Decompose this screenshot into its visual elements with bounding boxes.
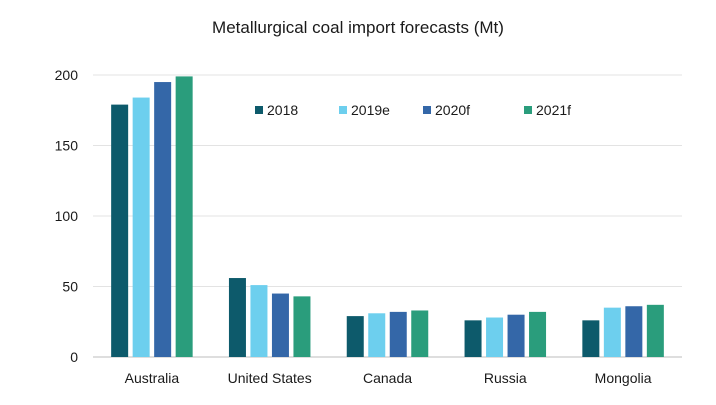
y-tick-label: 0 (70, 349, 78, 365)
bar-2020f-australia (154, 82, 172, 358)
bar-2019e-united-states (250, 285, 268, 357)
bar-2020f-russia (507, 314, 525, 357)
bar-2019e-mongolia (603, 307, 621, 357)
bar-2021f-russia (529, 311, 547, 357)
legend-label: 2020f (435, 102, 470, 118)
legend: 2018 2019e 2020f 2021f (255, 102, 571, 118)
x-tick-label: Canada (363, 370, 412, 386)
bar-2021f-canada (411, 310, 429, 357)
bar-2021f-australia (175, 76, 193, 357)
legend-label: 2019e (351, 102, 390, 118)
bar-2018-russia (464, 320, 482, 357)
bar-2021f-united-states (293, 296, 311, 357)
bar-2018-canada (346, 316, 364, 357)
legend-label: 2021f (536, 102, 571, 118)
x-tick-label: United States (228, 370, 312, 386)
chart-title: Metallurgical coal import forecasts (Mt) (212, 18, 504, 37)
bar-2018-australia (111, 104, 129, 357)
bar-2021f-mongolia (646, 304, 664, 357)
y-tick-label: 100 (55, 208, 79, 224)
bar-2018-united-states (228, 278, 246, 357)
bar-2020f-united-states (271, 293, 289, 357)
y-axis-ticks: 0 50 100 150 200 (55, 67, 79, 365)
legend-label: 2018 (267, 102, 298, 118)
x-tick-label: Russia (484, 370, 527, 386)
x-tick-label: Mongolia (595, 370, 652, 386)
x-tick-label: Australia (125, 370, 180, 386)
bar-2020f-mongolia (625, 306, 643, 357)
y-tick-label: 150 (55, 138, 79, 154)
y-tick-label: 50 (62, 279, 78, 295)
bar-2019e-australia (132, 97, 150, 357)
x-axis-ticks: Australia United States Canada Russia Mongol… (125, 370, 652, 386)
bar-2019e-canada (368, 313, 386, 357)
legend-swatch (255, 106, 263, 114)
bar-2020f-canada (389, 311, 407, 357)
bar-2018-mongolia (582, 320, 600, 357)
legend-swatch (524, 106, 532, 114)
bars (111, 76, 664, 358)
bar-2019e-russia (486, 317, 504, 357)
legend-swatch (423, 106, 431, 114)
legend-swatch (339, 106, 347, 114)
y-tick-label: 200 (55, 67, 79, 83)
